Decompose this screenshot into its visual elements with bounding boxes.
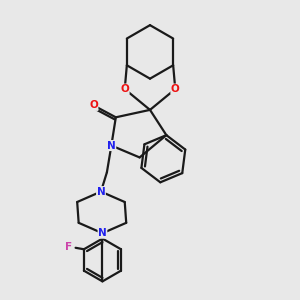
Text: N: N: [107, 140, 116, 151]
Text: F: F: [65, 242, 73, 252]
Text: N: N: [97, 187, 105, 196]
Text: N: N: [98, 228, 107, 238]
Text: O: O: [171, 84, 180, 94]
Text: O: O: [89, 100, 98, 110]
Text: O: O: [120, 84, 129, 94]
